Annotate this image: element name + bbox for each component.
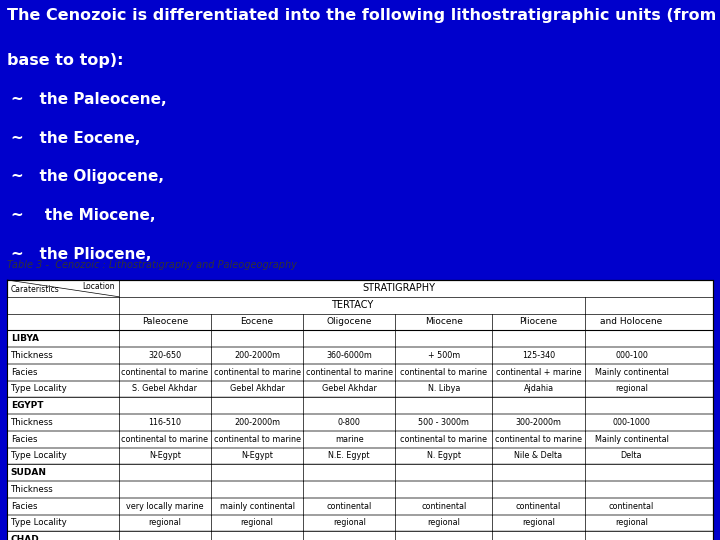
- Text: ~   the Oligocene,: ~ the Oligocene,: [11, 170, 164, 185]
- Text: Table 3.: Table 3.: [338, 329, 409, 344]
- Text: continental: continental: [327, 502, 372, 511]
- Text: Gebel Akhdar: Gebel Akhdar: [322, 384, 377, 394]
- Text: continental to marine: continental to marine: [122, 368, 208, 376]
- Text: ~   the Pliocene,: ~ the Pliocene,: [11, 247, 151, 262]
- Text: N. Egypt: N. Egypt: [427, 451, 461, 461]
- Text: continental + marine: continental + marine: [496, 368, 581, 376]
- Text: Eocene: Eocene: [240, 318, 274, 326]
- Text: LIBYA: LIBYA: [11, 334, 39, 343]
- Text: 360-6000m: 360-6000m: [326, 351, 372, 360]
- Text: Table 3 -  Cenozoic : Lithostratigraphy and Paleogeography: Table 3 - Cenozoic : Lithostratigraphy a…: [7, 260, 297, 270]
- Text: Gebel Akhdar: Gebel Akhdar: [230, 384, 284, 394]
- Text: Paleocene: Paleocene: [142, 318, 188, 326]
- Text: ~   the Eocene,: ~ the Eocene,: [11, 131, 140, 146]
- Text: Mainly continental: Mainly continental: [595, 435, 668, 444]
- Text: N.E. Egypt: N.E. Egypt: [328, 451, 370, 461]
- Text: TERTACY: TERTACY: [330, 300, 373, 310]
- Text: regional: regional: [148, 518, 181, 528]
- Text: base to top):: base to top):: [7, 53, 124, 68]
- Text: and Holocene: and Holocene: [600, 318, 662, 326]
- Text: S. Gebel Akhdar: S. Gebel Akhdar: [132, 384, 197, 394]
- Text: continental to marine: continental to marine: [400, 435, 487, 444]
- Text: N-Egypt: N-Egypt: [149, 451, 181, 461]
- Text: + 500m: + 500m: [428, 351, 460, 360]
- Text: continental to marine: continental to marine: [400, 368, 487, 376]
- Text: Type Locality: Type Locality: [11, 518, 66, 528]
- Text: 320-650: 320-650: [148, 351, 181, 360]
- Text: continental: continental: [516, 502, 561, 511]
- Text: regional: regional: [615, 384, 648, 394]
- Text: 116-510: 116-510: [148, 418, 181, 427]
- Text: STRATIGRAPHY: STRATIGRAPHY: [362, 284, 435, 293]
- Text: Miocene: Miocene: [425, 318, 463, 326]
- Text: continental to marine: continental to marine: [214, 368, 300, 376]
- Text: Thickness: Thickness: [11, 485, 53, 494]
- Text: Location: Location: [83, 282, 115, 291]
- Text: Type Locality: Type Locality: [11, 451, 66, 461]
- Text: regional: regional: [522, 518, 555, 528]
- Text: continental: continental: [609, 502, 654, 511]
- Text: N. Libya: N. Libya: [428, 384, 460, 394]
- Text: 125-340: 125-340: [522, 351, 555, 360]
- Text: Type Locality: Type Locality: [11, 384, 66, 394]
- Text: Nile & Delta: Nile & Delta: [515, 451, 562, 461]
- Text: N-Egypt: N-Egypt: [241, 451, 273, 461]
- Text: continental to marine: continental to marine: [122, 435, 208, 444]
- Text: Thickness: Thickness: [11, 351, 53, 360]
- Text: regional: regional: [428, 518, 460, 528]
- Text: Facies: Facies: [11, 368, 37, 376]
- Text: Mainly continental: Mainly continental: [595, 368, 668, 376]
- Text: 300-2000m: 300-2000m: [516, 418, 562, 427]
- Text: very locally marine: very locally marine: [126, 502, 204, 511]
- Text: regional: regional: [333, 518, 366, 528]
- Text: CHAD: CHAD: [11, 535, 40, 540]
- Text: Facies: Facies: [11, 435, 37, 444]
- Text: 0-800: 0-800: [338, 418, 361, 427]
- Text: Pliocene: Pliocene: [520, 318, 557, 326]
- Text: marine: marine: [335, 435, 364, 444]
- Text: The details about each unit is given in: The details about each unit is given in: [7, 329, 360, 344]
- Text: regional: regional: [615, 518, 648, 528]
- Text: mainly continental: mainly continental: [220, 502, 294, 511]
- Text: continental to marine: continental to marine: [214, 435, 300, 444]
- Text: SUDAN: SUDAN: [11, 468, 47, 477]
- Text: Oligocene: Oligocene: [326, 318, 372, 326]
- Text: EGYPT: EGYPT: [11, 401, 43, 410]
- Text: Ajdahia: Ajdahia: [523, 384, 554, 394]
- Text: 200-2000m: 200-2000m: [234, 351, 280, 360]
- Text: continental to marine: continental to marine: [495, 435, 582, 444]
- Text: Facies: Facies: [11, 502, 37, 511]
- Text: Thickness: Thickness: [11, 418, 53, 427]
- Text: regional: regional: [240, 518, 274, 528]
- Text: The Cenozoic is differentiated into the following lithostratigraphic units (from: The Cenozoic is differentiated into the …: [7, 8, 716, 23]
- Text: ~    the Miocene,: ~ the Miocene,: [11, 208, 156, 224]
- Text: ~   the Paleocene,: ~ the Paleocene,: [11, 92, 166, 107]
- Text: ~   the Pleistocene, and the Hoiocene: ~ the Pleistocene, and the Hoiocene: [11, 286, 333, 301]
- Text: 000-100: 000-100: [615, 351, 648, 360]
- Text: Delta: Delta: [621, 451, 642, 461]
- Text: 000-1000: 000-1000: [613, 418, 650, 427]
- Text: 200-2000m: 200-2000m: [234, 418, 280, 427]
- Text: continental to marine: continental to marine: [306, 368, 392, 376]
- Text: continental: continental: [421, 502, 467, 511]
- Text: Carateristics: Carateristics: [11, 286, 60, 294]
- Text: 500 - 3000m: 500 - 3000m: [418, 418, 469, 427]
